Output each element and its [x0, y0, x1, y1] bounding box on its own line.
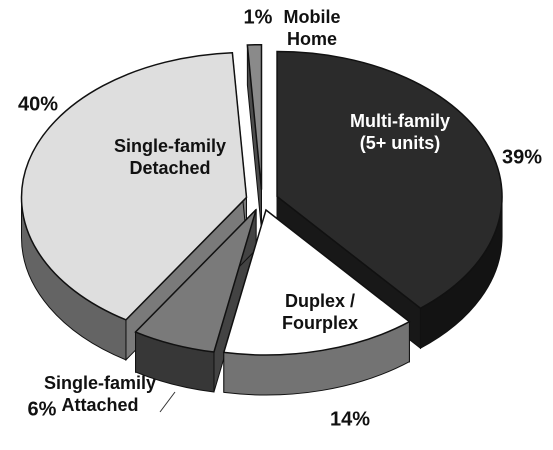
slice-label-box: Single-family Detached: [113, 136, 227, 178]
slice-label: Single-family Detached: [113, 136, 227, 178]
slice-label-box: Duplex / Fourplex: [281, 291, 358, 333]
slice: [246, 43, 263, 190]
value-label: 1%: [244, 6, 273, 28]
slice-label: Multi-family (5+ units): [349, 111, 450, 153]
slice: [20, 51, 248, 321]
slice: [134, 209, 257, 353]
slice-label: Duplex / Fourplex: [281, 291, 358, 333]
slice-label: Single-family Attached: [43, 373, 157, 415]
value-label: 40%: [18, 93, 58, 115]
slice-label-box: Multi-family (5+ units): [349, 111, 450, 153]
slice: [276, 50, 503, 310]
leader-line: [159, 391, 176, 413]
slice: [222, 208, 411, 356]
slice-label: Mobile Home: [283, 7, 341, 49]
slice-label-box: Mobile Home: [283, 7, 341, 49]
slice-label-box: Single-family Attached: [43, 373, 157, 415]
value-label: 14%: [330, 408, 370, 430]
value-label: 6%: [28, 398, 57, 420]
value-label: 39%: [502, 146, 542, 168]
